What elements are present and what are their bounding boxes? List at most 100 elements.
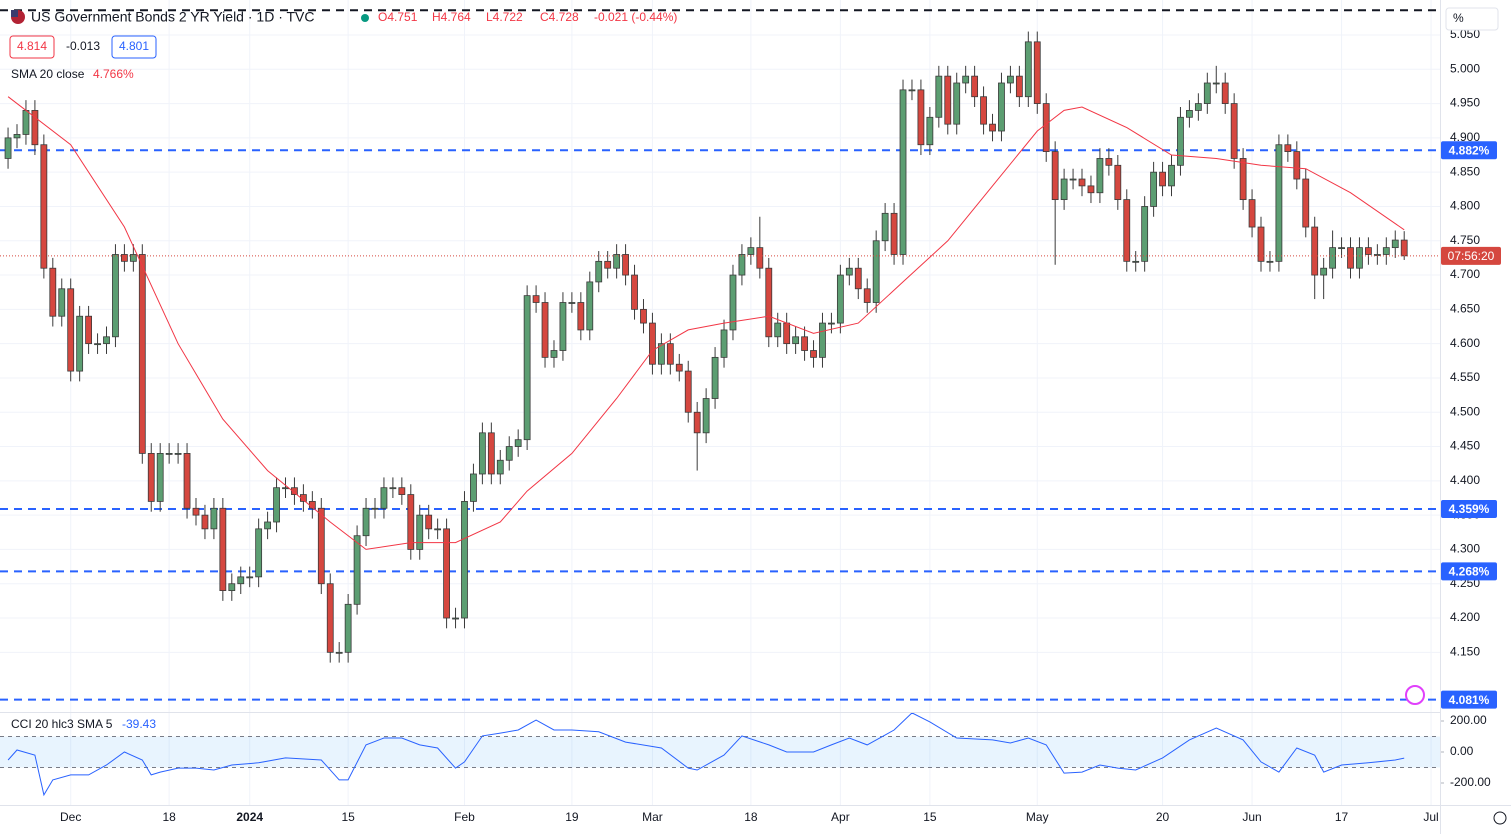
cci-tick-label: -200.00: [1450, 775, 1491, 789]
y-tick-label: 4.750: [1450, 233, 1480, 247]
y-tick-label: 5.000: [1450, 61, 1480, 75]
level-label: 4.882%: [1449, 143, 1490, 157]
candle-body: [40, 144, 48, 269]
candle-body: [1024, 41, 1032, 98]
candle-body: [935, 75, 943, 118]
candle-body: [434, 528, 442, 531]
candles: [4, 31, 1408, 663]
candle-body: [335, 651, 343, 654]
candle-body: [613, 254, 621, 269]
x-tick-label: 2024: [236, 810, 263, 824]
chart-title: US Government Bonds 2 YR Yield · 1D · TV…: [31, 9, 315, 25]
candle-body: [1382, 247, 1390, 255]
candle-body: [1105, 158, 1113, 166]
candle-body: [371, 507, 379, 510]
settings-icon[interactable]: [1493, 811, 1507, 825]
x-tick-label: Feb: [454, 810, 475, 824]
level-badge: [1441, 562, 1497, 581]
candle-body: [702, 398, 710, 434]
y-tick-label: 4.650: [1450, 302, 1480, 316]
candle-body: [756, 247, 764, 269]
scale-button[interactable]: [1445, 7, 1499, 31]
candle-body: [228, 583, 236, 591]
candle-body: [532, 295, 540, 303]
candle-body: [129, 254, 137, 262]
candle-body: [1007, 75, 1014, 84]
x-tick-label: 17: [1335, 810, 1349, 824]
candle-body: [362, 507, 370, 537]
x-tick-label: 15: [341, 810, 355, 824]
candle-body: [1239, 158, 1247, 201]
buy-badge[interactable]: [111, 35, 157, 59]
countdown-badge: [1441, 246, 1501, 265]
candle-body: [845, 267, 853, 276]
candle-body: [1078, 178, 1086, 187]
candle-body: [1275, 144, 1283, 262]
candle-body: [1329, 247, 1337, 269]
x-tick-label: Mar: [642, 810, 663, 824]
candle-body: [317, 507, 325, 585]
candle-body: [631, 274, 638, 310]
buy-price: 4.801: [119, 39, 149, 53]
candle-body: [389, 487, 397, 490]
candle-body: [1159, 171, 1166, 187]
candle-body: [103, 336, 110, 345]
candle-body: [1338, 247, 1345, 250]
candle-body: [1221, 82, 1229, 104]
candle-body: [523, 295, 531, 441]
candle-body: [908, 89, 916, 92]
y-tick-label: 4.950: [1450, 96, 1480, 110]
candle-body: [1015, 75, 1023, 98]
candle-body: [1212, 82, 1220, 85]
candle-body: [980, 96, 987, 125]
candle-body: [693, 411, 701, 434]
candle-body: [443, 528, 450, 619]
candle-body: [487, 432, 495, 475]
candle-body: [407, 494, 415, 550]
candle-body: [291, 487, 298, 495]
candle-body: [854, 267, 862, 290]
x-tick-label: 18: [162, 810, 176, 824]
candle-body: [255, 528, 263, 578]
candle-body: [478, 432, 486, 475]
candle-body: [1087, 185, 1095, 194]
candle-body: [810, 350, 817, 358]
levels: [0, 9, 1440, 701]
level-label: 4.359%: [1449, 502, 1490, 516]
y-tick-label: 4.850: [1450, 164, 1480, 178]
ohlc-value: H4.764: [432, 10, 471, 24]
sma-line: [7, 96, 1405, 550]
candle-body: [640, 308, 647, 324]
candle-body: [971, 75, 979, 98]
y-tick-label: 4.600: [1450, 336, 1480, 350]
candle-body: [31, 110, 39, 146]
candle-body: [1069, 178, 1077, 181]
y-tick-label: 4.450: [1450, 439, 1480, 453]
grid: [0, 0, 1440, 805]
candle-body: [1230, 103, 1238, 159]
axes: 4.1504.2004.2504.3004.3504.4004.4504.500…: [60, 27, 1501, 824]
candle-body: [657, 343, 665, 365]
sell-badge[interactable]: [9, 35, 55, 59]
market-status[interactable]: [361, 14, 369, 22]
candle-body: [792, 336, 800, 345]
candle-body: [94, 343, 101, 346]
y-tick-label: 5.050: [1450, 27, 1480, 41]
candle-body: [747, 247, 755, 255]
candle-body: [425, 514, 433, 530]
candle-body: [121, 254, 128, 262]
alert-icon[interactable]: [1405, 685, 1425, 705]
candle-body: [138, 254, 146, 454]
candle-body: [514, 439, 522, 447]
candle-body: [774, 322, 782, 338]
x-tick-label: Apr: [831, 810, 850, 824]
candle-body: [174, 453, 182, 455]
candle-body: [828, 322, 835, 325]
y-tick-label: 4.700: [1450, 267, 1480, 281]
level-badge: [1441, 690, 1497, 709]
candle-body: [1203, 82, 1211, 104]
y-tick-label: 4.300: [1450, 542, 1480, 556]
